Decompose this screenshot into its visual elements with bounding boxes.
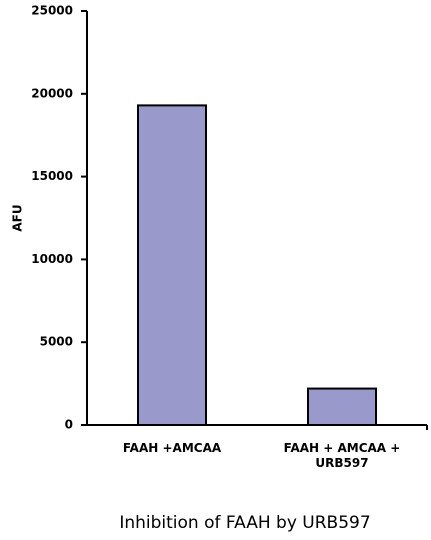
y-tick-label: 0 — [65, 418, 73, 432]
y-tick-label: 15000 — [31, 169, 73, 183]
y-tick-label: 20000 — [31, 86, 73, 100]
bar — [137, 104, 207, 426]
y-axis-label: AFU — [11, 204, 25, 231]
x-tick-label: FAAH +AMCAA — [122, 441, 222, 455]
y-tick-label: 25000 — [31, 4, 73, 18]
bar — [307, 387, 377, 426]
chart-title: Inhibition of FAAH by URB597 — [119, 513, 370, 533]
y-tick-label: 5000 — [40, 335, 73, 349]
y-tick-label: 10000 — [31, 252, 73, 266]
x-tick-label: FAAH + AMCAA + URB597 — [283, 441, 401, 470]
